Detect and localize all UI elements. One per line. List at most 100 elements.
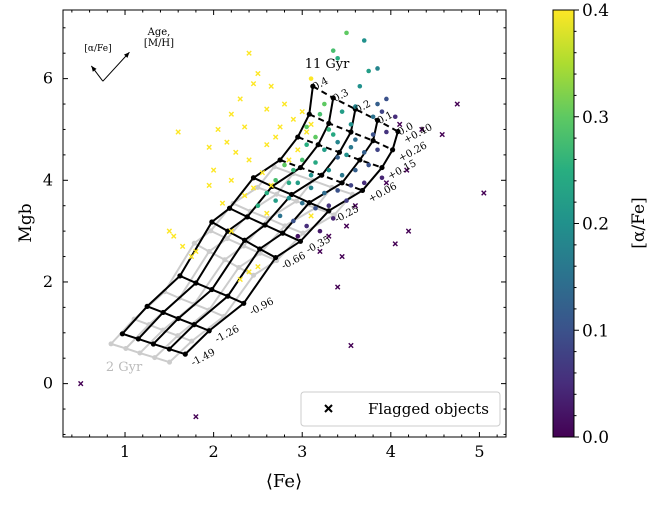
flagged-marker-stroke xyxy=(405,228,412,234)
flagged-point xyxy=(277,124,283,130)
flagged-point xyxy=(246,50,252,56)
galaxy-point xyxy=(299,200,305,206)
old-grid-node xyxy=(160,309,166,316)
flagged-marker-stroke xyxy=(299,108,305,115)
flagged-marker-stroke xyxy=(268,83,274,89)
young-grid-node xyxy=(251,272,257,278)
flagged-marker-stroke xyxy=(259,169,266,176)
flagged-point xyxy=(405,228,412,234)
galaxy-point xyxy=(379,175,385,181)
flagged-point xyxy=(188,253,195,260)
flagged-marker-stroke xyxy=(317,248,323,255)
flagged-marker-stroke xyxy=(272,134,279,140)
flagged-point xyxy=(419,126,425,133)
flagged-marker-stroke xyxy=(206,144,212,150)
flagged-marker-stroke xyxy=(334,284,341,290)
old-grid-node xyxy=(306,200,312,206)
old-grid-node xyxy=(262,222,268,228)
old-grid-node xyxy=(244,214,250,220)
legend-box xyxy=(300,391,501,427)
flagged-point xyxy=(228,177,235,183)
x-axis-label: ⟨Fe⟩ xyxy=(266,471,302,492)
flagged-marker-stroke xyxy=(246,269,252,275)
galaxy-point xyxy=(322,190,327,196)
galaxy-point xyxy=(344,152,349,158)
flagged-marker-stroke xyxy=(250,81,257,87)
flagged-point xyxy=(246,157,252,163)
old-grid-node xyxy=(374,117,381,123)
colorbar-ticks: 0.0 0.1 0.2 0.3 0.4 xyxy=(574,1,609,448)
galaxy-point xyxy=(277,213,283,219)
flagged-point xyxy=(326,233,332,239)
galaxy-point xyxy=(326,167,332,173)
colorbar-tick-label: 0.1 xyxy=(582,321,609,341)
flagged-point xyxy=(281,101,288,107)
flagged-point xyxy=(166,228,173,234)
colorbar-tick-label: 0.3 xyxy=(582,108,609,128)
flagged-marker-stroke xyxy=(326,233,332,239)
flagged-marker-stroke xyxy=(224,139,230,145)
flagged-point xyxy=(250,185,257,191)
galaxy-point xyxy=(308,185,314,191)
old-grid-node xyxy=(209,219,215,225)
flagged-marker-stroke xyxy=(308,213,314,219)
flagged-point xyxy=(224,139,230,145)
galaxy-point xyxy=(384,129,389,135)
flagged-marker-stroke xyxy=(241,124,248,130)
old-grid-node xyxy=(119,331,125,337)
young-grid-node xyxy=(160,327,166,333)
flagged-point xyxy=(228,228,235,234)
arrow-head xyxy=(123,52,130,58)
galaxy-point xyxy=(286,195,292,201)
old-grid-node xyxy=(297,238,304,244)
galaxy-point xyxy=(291,218,296,224)
galaxy-point xyxy=(313,160,318,165)
old-grid-node xyxy=(257,246,263,252)
y-axis-label: Mgb xyxy=(16,203,36,242)
flagged-point xyxy=(193,413,199,420)
galaxy-point xyxy=(322,147,327,153)
legend: Flagged objects xyxy=(300,391,501,427)
galaxy-point xyxy=(304,142,309,148)
flagged-marker-stroke xyxy=(188,253,195,260)
flagged-marker-stroke xyxy=(439,131,445,138)
flagged-point xyxy=(171,233,177,239)
old-grid-node xyxy=(226,205,233,211)
flagged-marker-stroke xyxy=(179,243,186,250)
old-grid-node xyxy=(144,303,150,309)
flagged-marker-stroke xyxy=(210,167,217,173)
old-model-grid xyxy=(119,83,401,357)
flagged-point xyxy=(264,210,270,217)
galaxy-point xyxy=(317,228,323,234)
galaxy-point xyxy=(286,180,292,186)
galaxy-point xyxy=(255,203,261,209)
colorbar-label: [α/Fe] xyxy=(629,197,649,248)
galaxy-point xyxy=(361,38,367,43)
galaxy-point xyxy=(326,203,332,209)
flagged-point xyxy=(250,81,257,87)
galaxy-point xyxy=(304,124,309,130)
galaxy-point xyxy=(339,109,345,114)
galaxy-point xyxy=(375,66,380,71)
x-tick-label: 5 xyxy=(474,442,484,461)
galaxy-point xyxy=(344,198,349,203)
galaxy-point xyxy=(313,134,318,140)
plot-area: -1.49-1.26-0.96-0.66-0.35-0.25+0.06+0.15… xyxy=(16,9,507,492)
flagged-point xyxy=(396,121,403,128)
old-grid-node xyxy=(339,180,345,186)
flagged-marker-stroke xyxy=(219,200,226,206)
flagged-marker-stroke xyxy=(228,177,235,183)
colorbar-tick-label: 0.2 xyxy=(582,215,609,235)
flagged-point xyxy=(272,134,279,140)
colorbar-gradient xyxy=(552,9,575,438)
flagged-marker-stroke xyxy=(290,116,297,122)
old-grid-node xyxy=(357,157,363,163)
young-grid-node xyxy=(300,230,306,236)
galaxy-point xyxy=(370,114,376,120)
flagged-marker-stroke xyxy=(246,50,252,56)
old-grid-node xyxy=(336,149,343,155)
age-metallicity-arrow xyxy=(102,51,130,82)
flagged-point xyxy=(259,169,266,176)
